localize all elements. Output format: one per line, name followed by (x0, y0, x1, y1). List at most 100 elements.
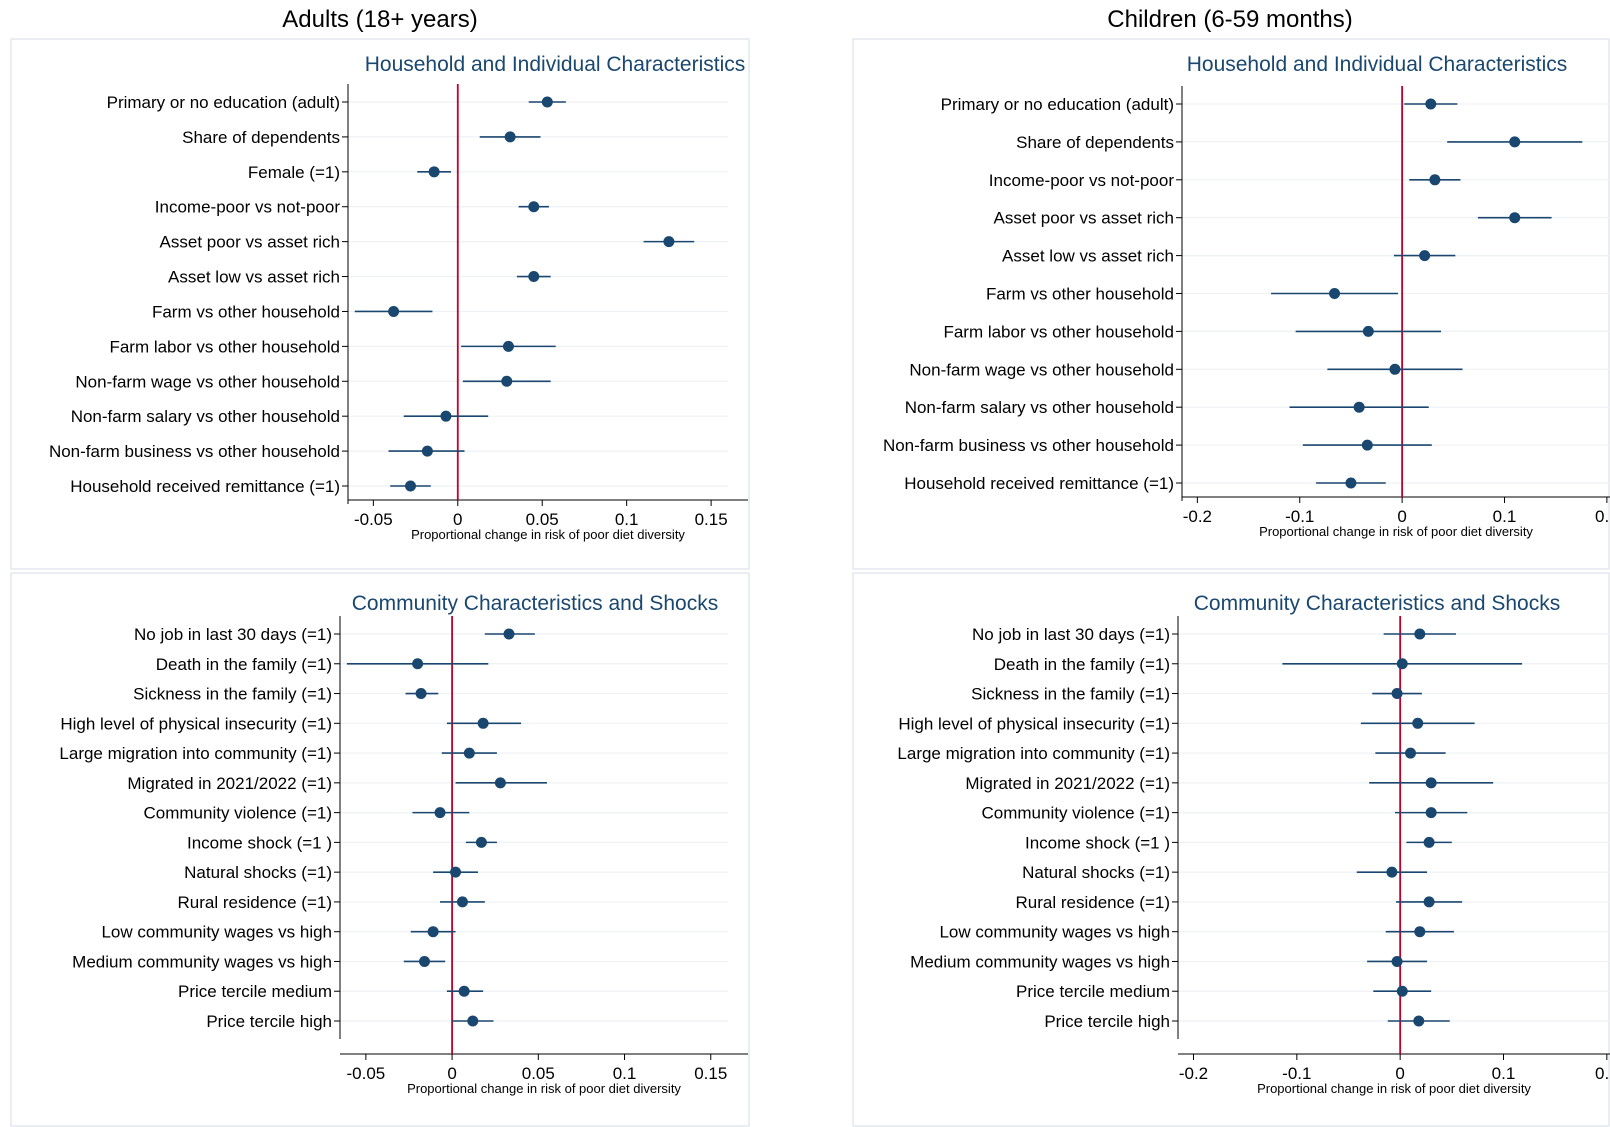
estimate-point (418, 955, 430, 967)
category-label: Sickness in the family (=1) (971, 685, 1170, 704)
category-label: Death in the family (=1) (994, 655, 1170, 674)
panel-background (852, 38, 1610, 570)
x-tick-label: 0.1 (1493, 507, 1517, 526)
category-label: Migrated in 2021/2022 (=1) (127, 774, 332, 793)
estimate-point (501, 375, 513, 387)
estimate-point (475, 836, 487, 848)
panel-title: Community Characteristics and Shocks (1194, 592, 1560, 615)
x-tick-label: 0 (1395, 1064, 1404, 1083)
estimate-point (541, 96, 553, 108)
adults-community-chart: Community Characteristics and Shocks No j… (10, 572, 750, 1127)
estimate-point (1425, 807, 1437, 819)
x-tick-label: 0.2 (1595, 1064, 1610, 1083)
estimate-point (415, 688, 427, 700)
panel-title: Community Characteristics and Shocks (352, 592, 718, 615)
category-label: Non-farm business vs other household (883, 436, 1174, 455)
category-label: High level of physical insecurity (=1) (898, 714, 1170, 733)
category-label: Farm labor vs other household (943, 322, 1174, 341)
estimate-point (404, 480, 416, 492)
panel-title: Household and Individual Characteristics (365, 53, 746, 76)
estimate-point (663, 236, 675, 248)
estimate-point (528, 271, 540, 283)
x-tick-label: 0 (1397, 507, 1406, 526)
estimate-point (1389, 363, 1401, 375)
category-label: Non-farm business vs other household (49, 442, 340, 461)
estimate-point (503, 628, 515, 640)
category-label: Income shock (=1 ) (187, 833, 332, 852)
estimate-point (1353, 401, 1365, 413)
estimate-point (412, 658, 424, 670)
estimate-point (1386, 866, 1398, 878)
estimate-point (450, 866, 462, 878)
category-label: Non-farm salary vs other household (71, 407, 340, 426)
estimate-point (504, 131, 516, 143)
category-label: Migrated in 2021/2022 (=1) (965, 774, 1170, 793)
estimate-point (1391, 688, 1403, 700)
category-label: Large migration into community (=1) (897, 744, 1170, 763)
category-label: Farm vs other household (986, 285, 1174, 304)
category-label: No job in last 30 days (=1) (134, 625, 332, 644)
x-tick-label: 0.05 (522, 1064, 555, 1083)
estimate-point (1423, 836, 1435, 848)
category-label: High level of physical insecurity (=1) (60, 714, 332, 733)
category-label: Income shock (=1 ) (1025, 833, 1170, 852)
category-label: Low community wages vs high (939, 923, 1170, 942)
panel-background (10, 572, 750, 1127)
x-tick-label: 0.1 (1492, 1064, 1516, 1083)
children-household-chart: Household and Individual Characteristics… (852, 38, 1610, 570)
category-label: Rural residence (=1) (1016, 893, 1171, 912)
estimate-point (434, 807, 446, 819)
estimate-point (1362, 325, 1374, 337)
estimate-point (1509, 212, 1521, 224)
category-label: Medium community wages vs high (910, 952, 1170, 971)
category-label: Share of dependents (182, 128, 340, 147)
estimate-point (1425, 777, 1437, 789)
estimate-point (427, 926, 439, 938)
x-tick-label: 0.15 (695, 510, 728, 529)
category-label: Sickness in the family (=1) (133, 685, 332, 704)
x-tick-label: -0.1 (1282, 1064, 1311, 1083)
estimate-point (1345, 477, 1357, 489)
category-label: No job in last 30 days (=1) (972, 625, 1170, 644)
estimate-point (1391, 955, 1403, 967)
category-label: Natural shocks (=1) (184, 863, 332, 882)
category-label: Asset low vs asset rich (168, 268, 340, 287)
category-label: Price tercile medium (178, 982, 332, 1001)
category-label: Asset poor vs asset rich (160, 233, 340, 252)
estimate-point (1412, 717, 1424, 729)
estimate-point (528, 201, 540, 213)
category-label: Large migration into community (=1) (59, 744, 332, 763)
x-tick-label: -0.05 (346, 1064, 385, 1083)
x-tick-label: 0.1 (613, 1064, 637, 1083)
category-label: Community violence (=1) (144, 804, 333, 823)
category-label: Price tercile medium (1016, 982, 1170, 1001)
category-label: Low community wages vs high (101, 923, 332, 942)
category-label: Natural shocks (=1) (1022, 863, 1170, 882)
estimate-point (463, 747, 475, 759)
estimate-point (1329, 288, 1341, 299)
x-tick-label: 0.05 (526, 510, 559, 529)
category-label: Farm vs other household (152, 302, 340, 321)
category-label: Rural residence (=1) (178, 893, 333, 912)
x-tick-label: -0.05 (354, 510, 393, 529)
x-axis-label: Proportional change in risk of poor diet… (407, 1081, 681, 1096)
x-tick-label: 0 (447, 1064, 456, 1083)
x-axis-label: Proportional change in risk of poor diet… (1259, 524, 1533, 539)
estimate-point (1396, 985, 1408, 997)
adults-column-title: Adults (18+ years) (282, 6, 478, 33)
x-tick-label: -0.2 (1183, 507, 1212, 526)
category-label: Asset poor vs asset rich (994, 209, 1174, 228)
category-label: Share of dependents (1016, 133, 1174, 152)
panel-background (10, 38, 750, 570)
panel-title: Household and Individual Characteristics (1187, 53, 1568, 76)
estimate-point (502, 340, 514, 352)
category-label: Income-poor vs not-poor (989, 171, 1175, 190)
category-label: Asset low vs asset rich (1002, 247, 1174, 266)
category-label: Non-farm wage vs other household (909, 360, 1174, 379)
x-tick-label: 0 (453, 510, 462, 529)
estimate-point (1396, 658, 1408, 670)
estimate-point (1405, 747, 1416, 759)
estimate-point (1509, 136, 1521, 148)
category-label: Non-farm salary vs other household (905, 398, 1174, 417)
estimate-point (1419, 250, 1431, 262)
